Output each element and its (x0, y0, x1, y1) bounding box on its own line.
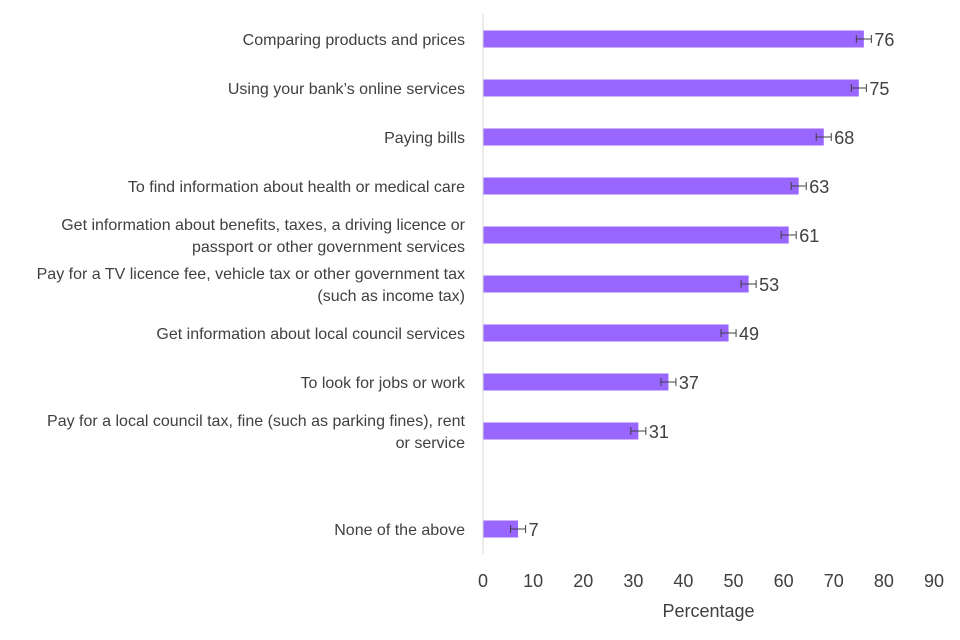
category-label: Using your bank’s online services (228, 81, 465, 98)
x-tick-labels: 0 10 20 30 40 50 60 70 80 90 (478, 571, 944, 591)
bar (483, 226, 789, 244)
category-label: passport or other government services (192, 239, 465, 256)
value-labels: 76 75 68 63 61 53 49 37 31 7 (529, 30, 895, 540)
error-bar (660, 378, 677, 386)
value-label: 49 (739, 324, 759, 344)
bar (483, 30, 864, 48)
category-label: To find information about health or medi… (128, 179, 465, 196)
bar (483, 275, 749, 293)
value-label: 75 (869, 79, 889, 99)
category-labels: Comparing products and prices Using your … (37, 32, 466, 539)
bars (483, 30, 864, 538)
x-axis-title: Percentage (662, 601, 754, 621)
bar (483, 128, 824, 146)
x-tick-label: 0 (478, 571, 488, 591)
x-tick-label: 20 (573, 571, 593, 591)
category-label: Get information about benefits, taxes, a… (61, 217, 465, 234)
x-tick-label: 90 (924, 571, 944, 591)
category-label: or service (396, 435, 465, 452)
value-label: 76 (874, 30, 894, 50)
error-bar (720, 329, 737, 337)
value-label: 61 (799, 226, 819, 246)
x-tick-label: 60 (774, 571, 794, 591)
category-label: Pay for a TV licence fee, vehicle tax or… (37, 266, 465, 283)
category-label: To look for jobs or work (300, 375, 466, 392)
x-tick-label: 80 (874, 571, 894, 591)
x-tick-label: 30 (623, 571, 643, 591)
x-tick-label: 10 (523, 571, 543, 591)
value-label: 31 (649, 422, 669, 442)
category-label: (such as income tax) (317, 288, 465, 305)
error-bar (790, 182, 807, 190)
value-label: 7 (529, 520, 539, 540)
value-label: 68 (834, 128, 854, 148)
bar (483, 79, 859, 97)
x-tick-label: 70 (824, 571, 844, 591)
error-bar (630, 427, 647, 435)
bar (483, 177, 799, 195)
bar (483, 520, 519, 538)
bar (483, 422, 639, 440)
error-bar (850, 84, 867, 92)
category-label: None of the above (334, 522, 465, 539)
x-tick-label: 50 (724, 571, 744, 591)
value-label: 53 (759, 275, 779, 295)
error-bar (510, 525, 527, 533)
category-label: Pay for a local council tax, fine (such … (47, 413, 466, 430)
x-tick-label: 40 (673, 571, 693, 591)
error-bars (510, 35, 872, 533)
bar (483, 324, 729, 342)
category-label: Comparing products and prices (243, 32, 465, 49)
bar (483, 373, 669, 391)
error-bar (740, 280, 757, 288)
error-bar (780, 231, 797, 239)
error-bar (815, 133, 832, 141)
category-label: Paying bills (384, 130, 465, 147)
category-label: Get information about local council serv… (156, 326, 465, 343)
value-label: 63 (809, 177, 829, 197)
value-label: 37 (679, 373, 699, 393)
error-bar (855, 35, 872, 43)
